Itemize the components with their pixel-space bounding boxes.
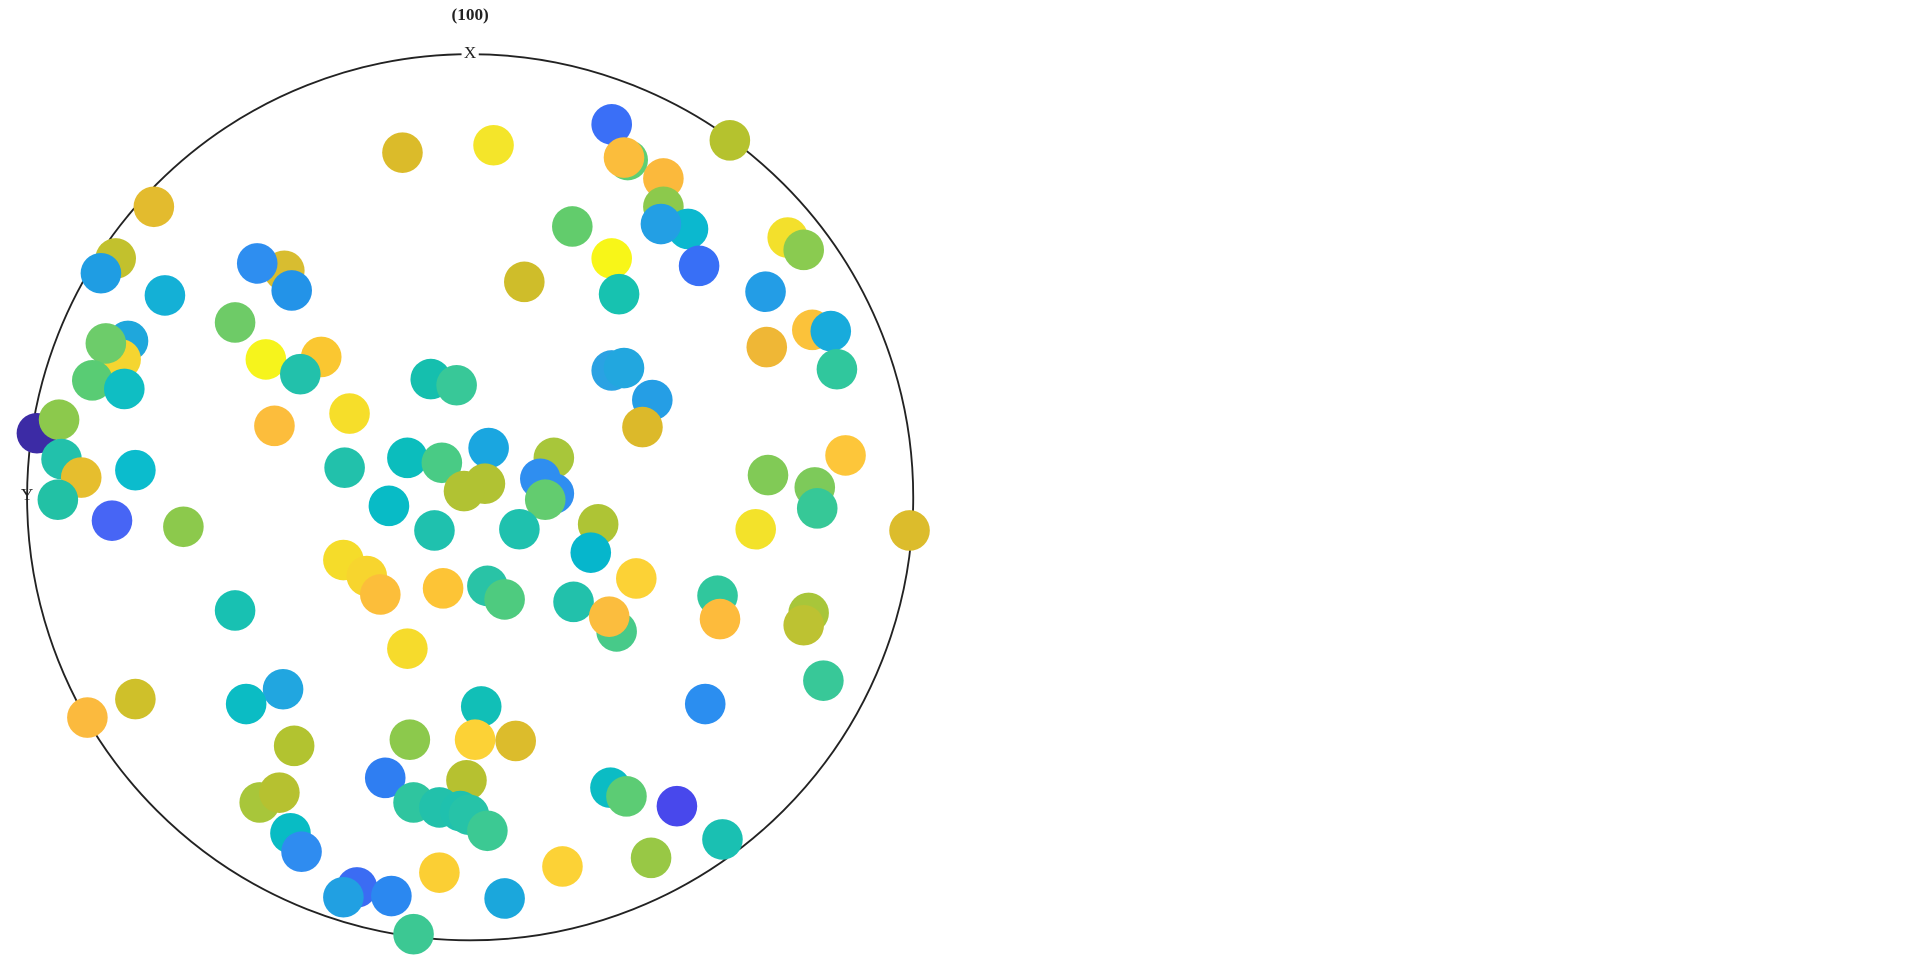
point [473,124,514,166]
point [816,348,858,390]
point [324,447,365,489]
point [796,488,838,529]
point [622,406,663,448]
point [271,270,312,311]
point [825,435,866,476]
chart-title: (100) [452,5,489,24]
point [747,454,789,496]
point [419,852,460,893]
point [85,323,127,364]
point [273,725,315,767]
y-axis-label: Y [21,485,33,504]
point [280,353,321,395]
point [72,360,113,401]
point [699,598,741,640]
point [542,846,583,887]
point [262,668,304,710]
point [783,604,824,646]
point [364,757,406,799]
point [570,532,612,573]
point [524,479,566,521]
point [504,261,545,303]
point [803,660,844,701]
x-axis-label: X [464,43,477,62]
point [387,628,428,669]
point [606,776,647,817]
point [115,449,156,491]
point [329,393,370,434]
point [133,186,175,228]
point [591,238,632,279]
points [16,104,930,955]
point [889,510,930,551]
point [225,683,267,725]
point [588,596,630,637]
point [323,876,364,918]
point [443,470,485,512]
point [259,772,300,813]
point [67,697,108,738]
point [746,326,788,368]
point [552,206,593,247]
point [144,275,186,316]
point [640,203,682,245]
label-background [461,44,479,63]
point [495,720,536,762]
point [387,437,428,479]
point [684,683,726,725]
point [591,104,632,145]
point [80,252,122,294]
point [783,229,824,271]
point [735,508,776,550]
point [467,810,508,852]
point [115,678,156,720]
point [360,574,401,615]
point [368,485,410,527]
point [484,579,525,620]
point [389,719,431,761]
point [421,442,463,484]
point [702,819,743,860]
point [446,760,487,801]
point [603,347,645,389]
point [422,568,464,609]
point [393,913,434,955]
point [598,273,640,315]
point [281,831,322,873]
point [382,132,423,173]
point [214,590,256,631]
point [163,506,204,548]
point [468,427,509,469]
point [104,368,145,410]
point [810,310,852,352]
point [656,785,698,827]
point [484,878,525,919]
point [254,405,295,447]
point [616,558,657,599]
point [553,581,594,623]
point [38,399,80,441]
point [245,339,287,380]
point [236,243,278,284]
point [436,364,477,406]
point [709,120,751,161]
point [745,271,786,313]
point [643,158,684,199]
point [37,479,79,521]
point [460,686,502,727]
point [454,719,496,761]
point [371,875,412,917]
point [678,245,720,287]
point [603,137,645,178]
point [91,500,133,541]
point [414,510,455,551]
point [214,302,256,343]
point [499,508,540,550]
point [630,837,672,879]
